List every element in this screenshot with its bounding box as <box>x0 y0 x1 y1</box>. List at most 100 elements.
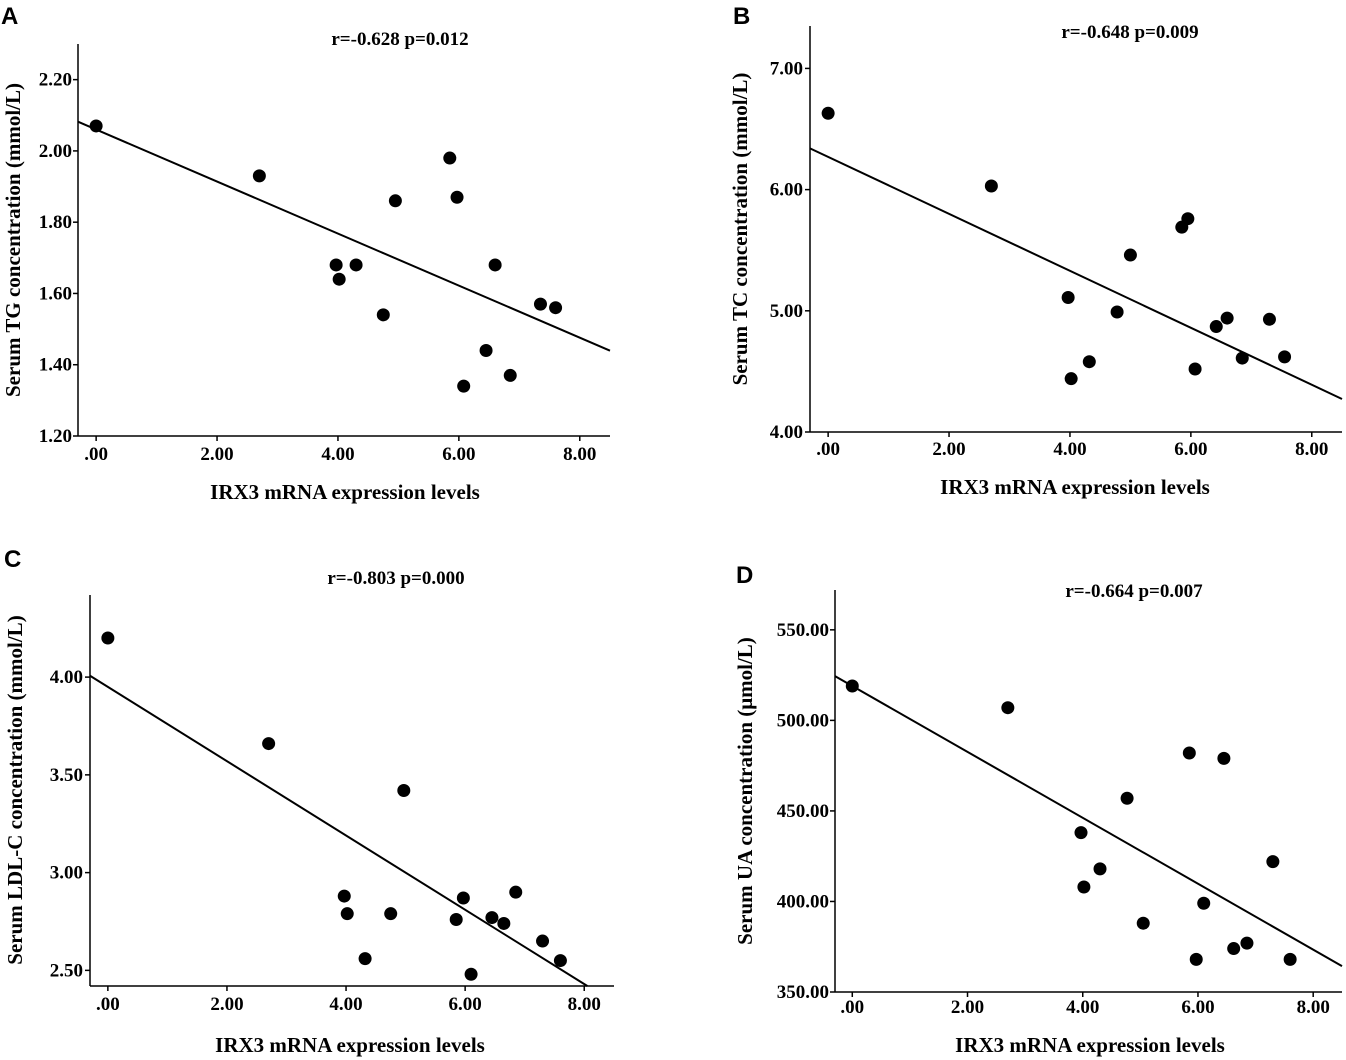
y-axis-title: Serum TG concentration (mmol/L) <box>1 83 25 397</box>
data-point <box>332 272 346 286</box>
y-tick-label: 1.60 <box>39 283 72 304</box>
x-axis-title: IRX3 mRNA expression levels <box>955 1033 1225 1057</box>
data-point <box>388 194 402 208</box>
y-tick-label: 6.00 <box>770 180 803 201</box>
data-point <box>1074 826 1088 840</box>
data-point <box>553 954 567 968</box>
y-axis-title: Serum LDL-C concentration (mmol/L) <box>3 615 27 964</box>
data-point <box>101 631 115 645</box>
panel-c: Cr=-0.803 p=0.000 2.50 3.00 3.50 4.00 .00 2.00… <box>3 546 614 1057</box>
panel-a: Ar=-0.628 p=0.012 1.20 1.40 1.60 1.80 2.00 2.2… <box>1 3 611 504</box>
y-tick-label: 4.00 <box>50 667 83 688</box>
x-tick-label: .00 <box>96 994 120 1015</box>
data-point <box>337 889 351 903</box>
x-axis-title: IRX3 mRNA expression levels <box>210 480 480 504</box>
y-tick-label: 2.20 <box>39 70 72 91</box>
data-point <box>821 106 835 120</box>
data-point <box>340 907 354 921</box>
data-point <box>1189 952 1203 966</box>
x-tick-label: 6.00 <box>1174 439 1207 460</box>
x-tick-label: 6.00 <box>1181 997 1214 1018</box>
y-axis-title: Serum UA concentration (μmol/L) <box>733 637 757 945</box>
y-tick-label: 5.00 <box>770 301 803 322</box>
x-tick-label: 8.00 <box>1297 997 1330 1018</box>
panel-letter: C <box>4 546 21 573</box>
data-point <box>488 258 502 272</box>
data-point <box>1110 305 1124 319</box>
panel-b: Br=-0.648 p=0.009 4.00 5.00 6.00 7.00 .00 2.00… <box>728 3 1343 499</box>
correlation-stat: r=-0.648 p=0.009 <box>1061 22 1198 43</box>
data-point <box>1082 355 1096 369</box>
y-tick-label: 550.00 <box>777 620 829 641</box>
x-tick-label: 8.00 <box>568 994 601 1015</box>
data-point <box>1001 701 1015 715</box>
y-axis-title: Serum TC concentration (mmol/L) <box>728 73 752 386</box>
x-tick-label: .00 <box>816 439 840 460</box>
x-tick-label: 6.00 <box>442 444 475 465</box>
x-tick-label: .00 <box>840 997 864 1018</box>
y-tick-label: 400.00 <box>777 891 829 912</box>
data-point <box>1188 362 1202 376</box>
data-point <box>1123 248 1137 262</box>
data-point <box>1064 372 1078 386</box>
data-point <box>549 301 563 315</box>
data-point <box>1182 746 1196 760</box>
data-point <box>449 913 463 927</box>
y-tick-label: 450.00 <box>777 801 829 822</box>
data-point <box>384 907 398 921</box>
panel-letter: D <box>736 562 753 589</box>
data-point <box>1235 351 1249 365</box>
data-point <box>533 297 547 311</box>
panel-d: Dr=-0.664 p=0.007 350.00 400.00 450.00 500.0… <box>733 562 1343 1057</box>
panel-letter: B <box>733 3 750 30</box>
x-axis-title: IRX3 mRNA expression levels <box>940 475 1210 499</box>
data-point <box>1240 936 1254 950</box>
y-tick-label: 2.50 <box>50 960 83 981</box>
y-tick-label: 350.00 <box>777 982 829 1003</box>
data-point <box>1181 212 1195 226</box>
x-tick-label: 2.00 <box>951 997 984 1018</box>
y-tick-label: 2.00 <box>39 141 72 162</box>
x-tick-label: 6.00 <box>449 994 482 1015</box>
data-point <box>536 934 550 948</box>
y-tick-label: 1.80 <box>39 212 72 233</box>
data-point <box>89 119 103 133</box>
correlation-stat: r=-0.803 p=0.000 <box>327 568 464 589</box>
x-tick-label: .00 <box>84 444 108 465</box>
data-point <box>479 343 493 357</box>
x-tick-label: 2.00 <box>210 994 243 1015</box>
x-tick-label: 2.00 <box>200 444 233 465</box>
panel-letter: A <box>1 3 18 30</box>
data-point <box>376 308 390 322</box>
data-point <box>1093 862 1107 876</box>
data-point <box>497 916 511 930</box>
data-point <box>450 190 464 204</box>
data-point <box>349 258 363 272</box>
data-point <box>262 737 276 751</box>
data-point <box>456 891 470 905</box>
data-point <box>1220 311 1234 325</box>
data-point <box>509 885 523 899</box>
y-tick-label: 500.00 <box>777 710 829 731</box>
x-tick-label: 8.00 <box>1295 439 1328 460</box>
data-point <box>329 258 343 272</box>
data-point <box>252 169 266 183</box>
data-point <box>1197 896 1211 910</box>
data-point <box>457 379 471 393</box>
x-tick-label: 4.00 <box>1053 439 1086 460</box>
regression-line <box>809 147 1343 400</box>
y-tick-label: 7.00 <box>770 58 803 79</box>
data-point <box>984 179 998 193</box>
data-point <box>1136 916 1150 930</box>
x-tick-label: 4.00 <box>1066 997 1099 1018</box>
data-point <box>464 967 478 981</box>
data-point <box>1217 751 1231 765</box>
data-point <box>1266 855 1280 869</box>
data-point <box>845 679 859 693</box>
data-point <box>1077 880 1091 894</box>
y-tick-label: 1.40 <box>39 355 72 376</box>
data-point <box>1227 942 1241 956</box>
regression-line <box>89 674 588 987</box>
data-point <box>1262 312 1276 326</box>
